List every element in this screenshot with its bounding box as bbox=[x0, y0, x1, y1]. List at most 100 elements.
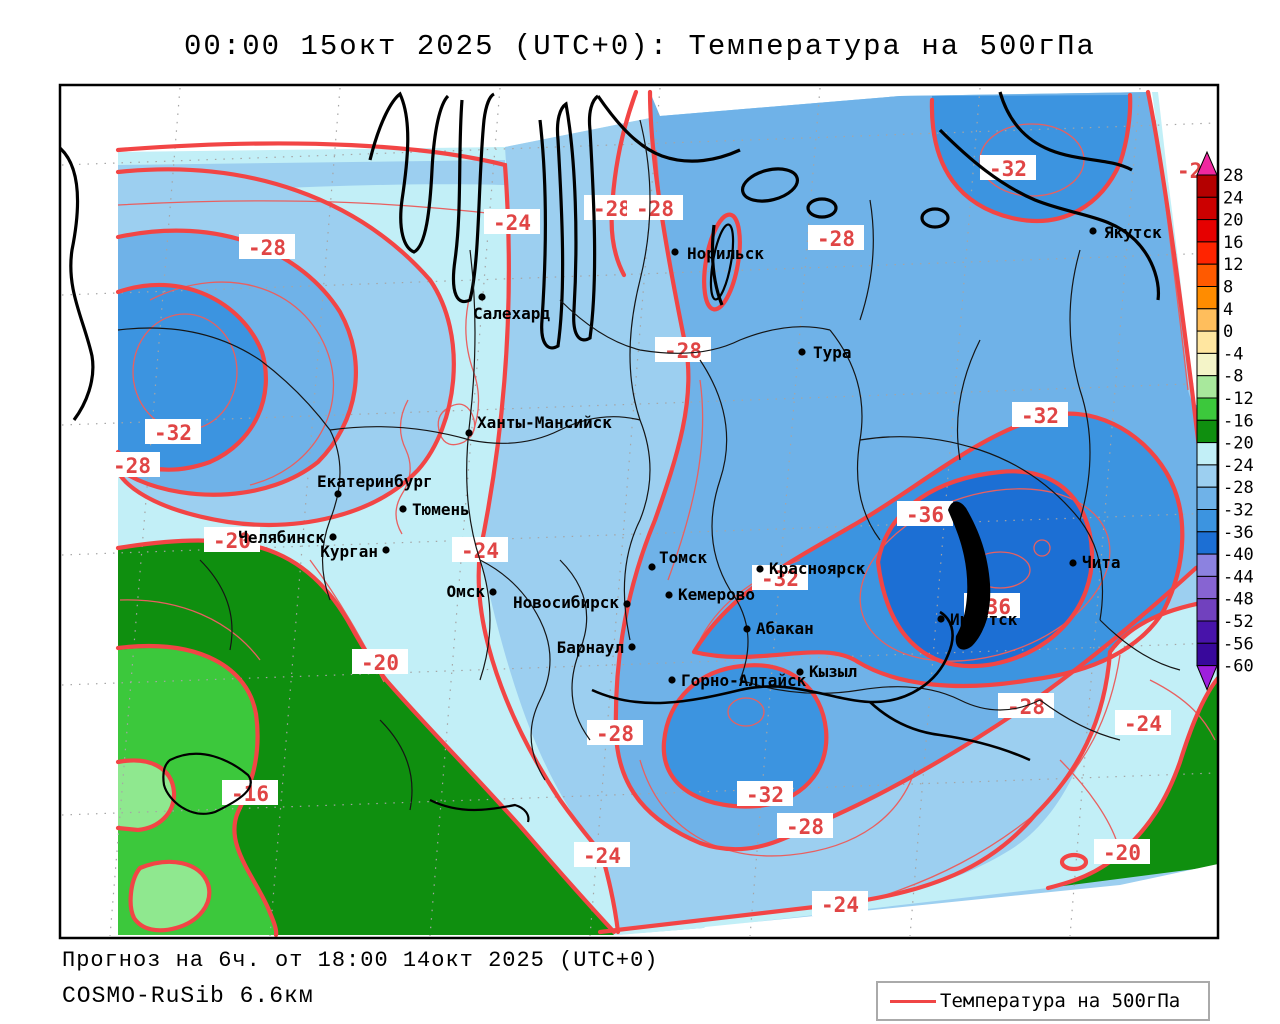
colorbar-box bbox=[1196, 397, 1218, 421]
contour-label-bg bbox=[627, 195, 683, 220]
meridian-line bbox=[1069, 87, 1141, 937]
colorbar-box bbox=[1196, 330, 1218, 354]
map-frame bbox=[58, 83, 1220, 940]
legend-line-sample bbox=[890, 999, 936, 1003]
city-label: Курган bbox=[320, 542, 378, 561]
colorbar-tick-label: 16 bbox=[1223, 233, 1243, 253]
colorbar-tick-label: 0 bbox=[1223, 322, 1233, 342]
meridian-line bbox=[109, 87, 181, 937]
colorbar-box bbox=[1196, 575, 1218, 600]
city-marker bbox=[623, 600, 631, 608]
contour-label-bg bbox=[587, 720, 643, 745]
colorbar-box bbox=[1196, 531, 1218, 555]
contour-label: -36 bbox=[906, 503, 944, 527]
contour-label-bg bbox=[104, 452, 160, 477]
city-marker bbox=[1069, 559, 1077, 567]
city-label: Екатеринбург bbox=[317, 472, 433, 491]
state-border bbox=[591, 610, 1031, 762]
contour-label-bg bbox=[808, 225, 864, 250]
colorbar: 2824201612840-4-8-12-16-20-24-28-32-36-4… bbox=[1196, 150, 1254, 691]
contour-label: -28 bbox=[596, 722, 634, 746]
colorbar-tick-label: -48 bbox=[1223, 590, 1254, 610]
contour-label-bg bbox=[1094, 839, 1150, 864]
colorbar-tick-label: -24 bbox=[1223, 456, 1254, 476]
city-label: Кемерово bbox=[678, 585, 755, 604]
contour-label-bg bbox=[897, 501, 953, 526]
colorbar-tick-label: 24 bbox=[1223, 188, 1243, 208]
city-label: Чита bbox=[1082, 553, 1121, 572]
city-marker bbox=[648, 563, 656, 571]
colorbar-tick-label: -4 bbox=[1223, 344, 1243, 364]
city-marker bbox=[382, 546, 390, 554]
colorbar-tick-label: -40 bbox=[1223, 545, 1254, 565]
colorbar-tick-label: -8 bbox=[1223, 367, 1243, 387]
contour-label: -32 bbox=[154, 421, 192, 445]
colorbar-box bbox=[1196, 553, 1218, 577]
city-label: Омск bbox=[446, 582, 485, 601]
city-label: Салехард bbox=[473, 304, 550, 323]
green-sw-m8-a bbox=[118, 760, 175, 830]
contour-label: -32 bbox=[761, 567, 799, 591]
contour-label-bg bbox=[1012, 402, 1068, 427]
colorbar-box bbox=[1196, 486, 1218, 511]
city-label: Тюмень bbox=[412, 500, 470, 519]
contour-label-bg bbox=[980, 155, 1036, 180]
band-se-pale bbox=[600, 600, 1218, 935]
city-label: Кызыл bbox=[809, 662, 857, 681]
city-label: Челябинск bbox=[238, 528, 325, 547]
colorbar-tick-label: -44 bbox=[1223, 567, 1254, 587]
colorbar-tick-label: 20 bbox=[1223, 211, 1243, 231]
city-marker bbox=[478, 293, 486, 301]
lake-baikal bbox=[948, 501, 991, 650]
colorbar-tick-label: -12 bbox=[1223, 389, 1254, 409]
meridian-line bbox=[269, 87, 341, 937]
colorbar-tick-label: 8 bbox=[1223, 278, 1233, 298]
colorbar-box bbox=[1196, 174, 1218, 198]
city-label: Иркутск bbox=[950, 610, 1018, 629]
meridian-line bbox=[589, 87, 661, 937]
city-label: Тура bbox=[813, 343, 852, 362]
contour-label: -28 bbox=[817, 227, 855, 251]
city-label: Красноярск bbox=[769, 559, 866, 578]
contour-label: -20 bbox=[361, 651, 399, 675]
city-marker bbox=[937, 615, 945, 623]
lakes bbox=[162, 223, 735, 823]
city-marker bbox=[796, 668, 804, 676]
contour-label-bg bbox=[452, 537, 508, 562]
colorbar-box bbox=[1196, 219, 1218, 243]
colorbar-tick-label: -16 bbox=[1223, 411, 1254, 431]
meridian-line bbox=[429, 87, 501, 937]
colorbar-box bbox=[1196, 263, 1218, 288]
colorbar-box bbox=[1196, 509, 1218, 533]
contour-label: -28 bbox=[1007, 695, 1045, 719]
colorbar-tick-label: 4 bbox=[1223, 300, 1233, 320]
map-layers: -24-28 -28-28 -28-32 -28-28-32-28-20 -24-32-… bbox=[60, 87, 1218, 938]
contour-label: -28 bbox=[593, 197, 631, 221]
city-marker bbox=[628, 643, 636, 651]
contour-label: -24 bbox=[493, 211, 531, 235]
contour-label: -28 bbox=[113, 454, 151, 478]
colorbar-box bbox=[1196, 419, 1218, 444]
contour-label: -28 bbox=[248, 236, 286, 260]
colorbar-box bbox=[1196, 196, 1218, 221]
city-marker bbox=[329, 533, 337, 541]
contour-label: -28 bbox=[786, 815, 824, 839]
domain-edge-wedge bbox=[695, 864, 1218, 938]
colorbar-box bbox=[1196, 286, 1218, 310]
band-south-m32 bbox=[663, 665, 827, 807]
colorbar-tick-label: -28 bbox=[1223, 478, 1254, 498]
colorbar-tick-label: -60 bbox=[1223, 657, 1254, 677]
colorbar-under-arrow bbox=[1196, 665, 1218, 691]
colorbar-box bbox=[1196, 352, 1218, 377]
isotherm-labels: -24-28 -28-28 -28-32 -28-28-32-28-20 -24-32-… bbox=[104, 155, 1218, 917]
coastlines bbox=[60, 91, 1160, 421]
forecast-info: Прогноз на 6ч. от 18:00 14окт 2025 (UTC+… bbox=[62, 948, 659, 973]
contour-label-bg bbox=[239, 234, 295, 259]
contour-label-bg bbox=[484, 209, 540, 234]
city-label: Новосибирск bbox=[513, 593, 619, 612]
city-marker bbox=[671, 248, 679, 256]
city-label: Барнаул bbox=[557, 638, 624, 657]
contour-label: -28 bbox=[664, 339, 702, 363]
